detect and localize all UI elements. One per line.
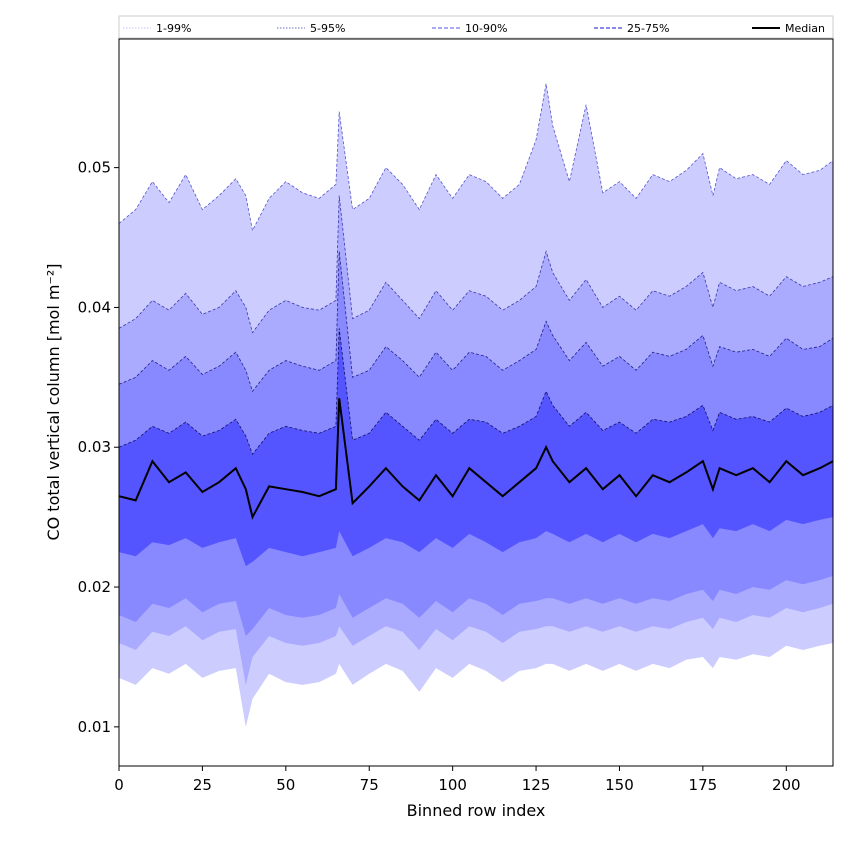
- legend-label: Median: [785, 22, 825, 35]
- x-axis: 0 25 50 75 100 125 150 175 200: [114, 766, 801, 794]
- x-tick-label: 75: [360, 776, 379, 794]
- y-axis: 0.01 0.02 0.03 0.04 0.05: [78, 159, 119, 736]
- legend-label: 10-90%: [465, 22, 507, 35]
- median-line: [118, 398, 834, 520]
- plot-frame: [118, 38, 834, 767]
- y-tick-label: 0.05: [78, 159, 111, 177]
- x-axis-label: Binned row index: [407, 801, 546, 820]
- y-tick-label: 0.03: [78, 438, 111, 456]
- x-tick-label: 125: [522, 776, 551, 794]
- legend-frame: [118, 15, 834, 39]
- y-tick-label: 0.01: [78, 718, 111, 736]
- band-25-75pct: [119, 328, 833, 567]
- x-tick-label: 150: [605, 776, 634, 794]
- y-tick-label: 0.04: [78, 298, 111, 316]
- legend-label: 25-75%: [627, 22, 669, 35]
- band-edge-25-75pct: [118, 328, 834, 456]
- y-tick-label: 0.02: [78, 578, 111, 596]
- x-tick-label: 0: [114, 776, 124, 794]
- x-tick-label: 175: [689, 776, 718, 794]
- x-tick-label: 25: [193, 776, 212, 794]
- x-tick-label: 200: [772, 776, 801, 794]
- x-tick-label: 100: [438, 776, 467, 794]
- band-edge-5-95pct: [118, 195, 834, 334]
- legend-label: 1-99%: [156, 22, 191, 35]
- legend: 1-99% 5-95% 10-90% 25-75% Median: [118, 15, 834, 39]
- y-axis-label: CO total vertical column [mol m⁻²]: [44, 263, 63, 540]
- x-tick-label: 50: [276, 776, 295, 794]
- median-layer: [118, 398, 834, 520]
- band-edge-10-90pct: [118, 251, 834, 393]
- percentile-bands: [118, 83, 834, 727]
- legend-label: 5-95%: [310, 22, 345, 35]
